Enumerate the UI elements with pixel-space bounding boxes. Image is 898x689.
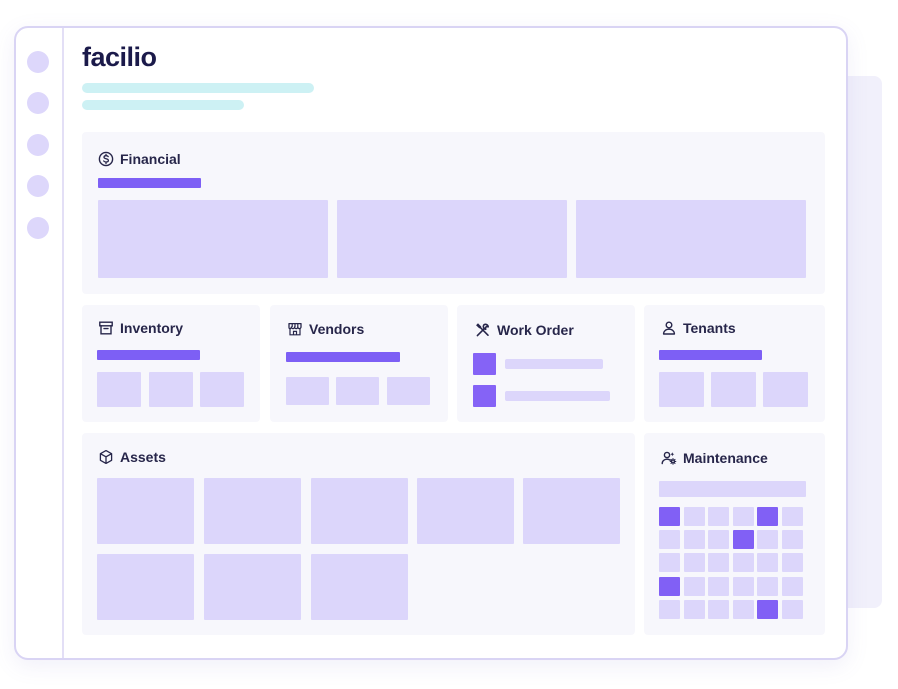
financial-card: Financial [82,132,825,294]
dashboard-window: facilio Financial Inventory Vendors [14,26,848,660]
tenants-tile[interactable] [763,372,808,407]
calendar-day[interactable] [757,577,778,596]
vendors-title: Vendors [287,321,364,337]
calendar-day-scheduled[interactable] [757,600,778,619]
asset-tile[interactable] [311,478,408,544]
vendors-tile[interactable] [286,377,329,405]
calendar-day[interactable] [684,507,705,526]
calendar-day[interactable] [782,530,803,549]
calendar-day-scheduled[interactable] [659,507,680,526]
storefront-icon [288,322,302,336]
rail-dot[interactable] [27,92,49,114]
work-order-item-marker [473,353,496,375]
inventory-title: Inventory [98,320,183,336]
assets-title: Assets [98,449,166,465]
work-order-item-line[interactable] [505,359,603,369]
vendors-tile[interactable] [387,377,430,405]
asset-tile[interactable] [204,478,301,544]
vendors-progress-bar [286,352,400,362]
rail-dot[interactable] [27,134,49,156]
calendar-day-scheduled[interactable] [733,530,754,549]
calendar-day[interactable] [757,530,778,549]
calendar-day[interactable] [733,600,754,619]
calendar-day[interactable] [684,600,705,619]
calendar-day[interactable] [757,553,778,572]
calendar-day[interactable] [708,600,729,619]
calendar-day[interactable] [659,600,680,619]
asset-tile[interactable] [97,478,194,544]
asset-tile[interactable] [311,554,408,620]
financial-progress-bar [98,178,201,188]
facilio-logo: facilio [82,42,157,72]
tenants-title: Tenants [661,320,736,336]
assets-card: Assets [82,433,635,635]
calendar-day[interactable] [684,577,705,596]
header-placeholder-line [82,100,244,110]
work-order-item-marker [473,385,496,407]
user-gear-icon [661,451,677,465]
asset-tile[interactable] [523,478,620,544]
maintenance-calendar [659,507,806,622]
inventory-tile[interactable] [149,372,193,407]
work-order-item-line[interactable] [505,391,610,401]
calendar-day[interactable] [733,553,754,572]
calendar-day[interactable] [782,577,803,596]
financial-tile[interactable] [337,200,567,278]
side-rail [16,28,64,658]
inventory-progress-bar [97,350,200,360]
tenants-tile[interactable] [711,372,756,407]
calendar-day[interactable] [708,530,729,549]
work-order-title: Work Order [475,322,574,338]
calendar-day-scheduled[interactable] [659,577,680,596]
inventory-tile[interactable] [200,372,244,407]
work-order-card: Work Order [457,305,635,422]
calendar-day[interactable] [659,553,680,572]
archive-box-icon [99,321,113,335]
inventory-card: Inventory [82,305,260,422]
asset-tile[interactable] [204,554,301,620]
cube-icon [99,449,113,465]
financial-title: Financial [98,151,181,167]
financial-tile[interactable] [576,200,806,278]
header-placeholder-line [82,83,314,93]
tools-icon [476,323,489,337]
user-icon [662,321,676,335]
calendar-day[interactable] [708,553,729,572]
asset-tile[interactable] [97,554,194,620]
calendar-day[interactable] [782,553,803,572]
calendar-day[interactable] [733,507,754,526]
calendar-day[interactable] [659,530,680,549]
dollar-circle-icon [98,151,114,167]
vendors-card: Vendors [270,305,448,422]
rail-dot[interactable] [27,175,49,197]
rail-dot[interactable] [27,51,49,73]
vendors-tile[interactable] [336,377,379,405]
calendar-day[interactable] [782,600,803,619]
calendar-day[interactable] [708,507,729,526]
tenants-card: Tenants [644,305,825,422]
calendar-day[interactable] [782,507,803,526]
inventory-tile[interactable] [97,372,141,407]
calendar-day[interactable] [684,553,705,572]
calendar-day[interactable] [684,530,705,549]
financial-tile[interactable] [98,200,328,278]
maintenance-card: Maintenance [644,433,825,635]
calendar-day-scheduled[interactable] [757,507,778,526]
calendar-day[interactable] [733,577,754,596]
maintenance-header-bar [659,481,806,497]
calendar-day[interactable] [708,577,729,596]
rail-dot[interactable] [27,217,49,239]
maintenance-title: Maintenance [661,450,768,466]
tenants-progress-bar [659,350,762,360]
tenants-tile[interactable] [659,372,704,407]
asset-tile[interactable] [417,478,514,544]
